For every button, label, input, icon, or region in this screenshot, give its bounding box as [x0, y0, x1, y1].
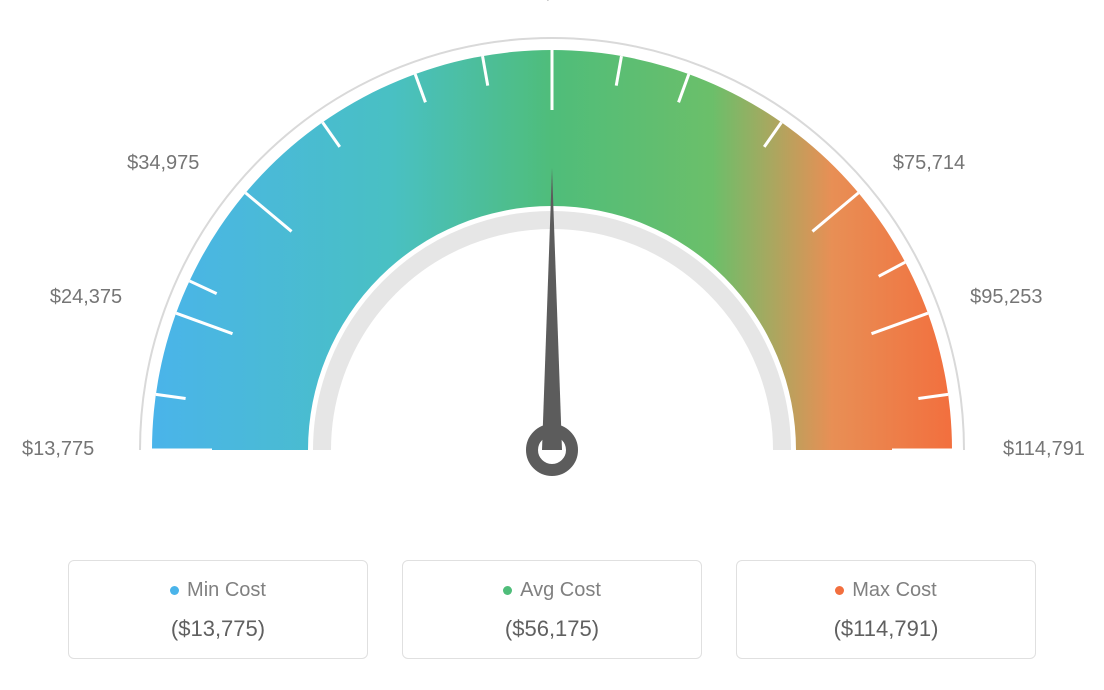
- legend-card-avg: Avg Cost ($56,175): [402, 560, 702, 659]
- legend-title-avg: Avg Cost: [503, 579, 601, 602]
- gauge-label: $34,975: [127, 152, 199, 175]
- gauge-svg: [22, 20, 1082, 530]
- legend-card-max: Max Cost ($114,791): [736, 560, 1036, 659]
- legend-title-max: Max Cost: [835, 579, 936, 602]
- legend-title-min: Min Cost: [170, 579, 266, 602]
- legend-card-min: Min Cost ($13,775): [68, 560, 368, 659]
- gauge-chart: $13,775$24,375$34,975$56,175$75,714$95,2…: [22, 20, 1082, 530]
- gauge-label: $95,253: [970, 286, 1042, 309]
- gauge-label: $56,175: [512, 0, 584, 4]
- legend-title-text-avg: Avg Cost: [520, 579, 601, 602]
- legend-value-max: ($114,791): [747, 616, 1025, 642]
- legend-value-avg: ($56,175): [413, 616, 691, 642]
- gauge-label: $75,714: [893, 152, 965, 175]
- legend-title-text-max: Max Cost: [852, 579, 936, 602]
- legend-dot-avg: [503, 586, 512, 595]
- legend-dot-min: [170, 586, 179, 595]
- legend-row: Min Cost ($13,775) Avg Cost ($56,175) Ma…: [20, 560, 1084, 659]
- legend-value-min: ($13,775): [79, 616, 357, 642]
- gauge-needle: [542, 168, 562, 450]
- legend-title-text-min: Min Cost: [187, 579, 266, 602]
- gauge-label: $24,375: [50, 286, 122, 309]
- gauge-label: $114,791: [1003, 438, 1085, 461]
- legend-dot-max: [835, 586, 844, 595]
- gauge-label: $13,775: [22, 438, 94, 461]
